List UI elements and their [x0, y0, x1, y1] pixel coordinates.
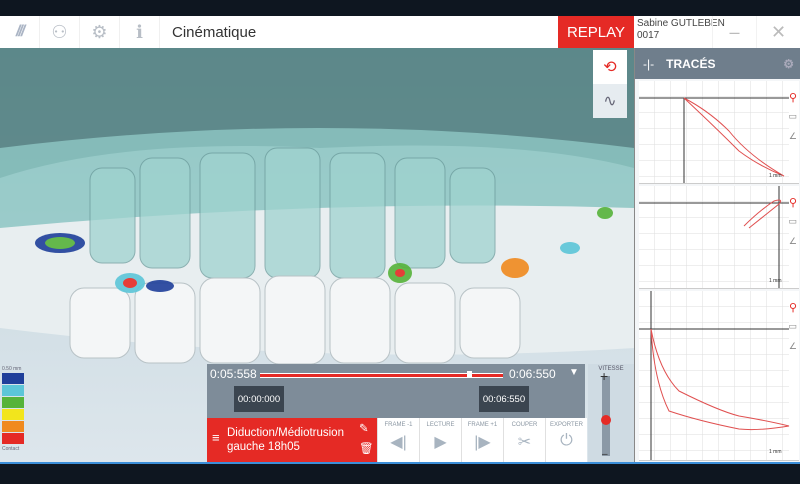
- trace-plot-2: [639, 186, 789, 288]
- scale-label: 1 mm: [769, 278, 782, 284]
- edit-icon[interactable]: ✎: [359, 423, 369, 435]
- top-bar: /// ⚇ ⚙ ℹ Cinématique REPLAY Sabine GUTL…: [0, 16, 800, 48]
- user-id: 0017: [637, 30, 660, 41]
- trace-graph-1[interactable]: ⚲ ▭ ∠ 1 mm: [639, 81, 799, 184]
- user-info: Sabine GUTLEBEN 0017: [637, 18, 725, 42]
- timeline-dropdown-icon[interactable]: ▼: [569, 367, 579, 378]
- legend-swatch: [2, 373, 24, 384]
- control-frame-1[interactable]: FRAME -1 ◀|: [377, 418, 419, 462]
- traces-title: TRACÉS: [666, 56, 716, 71]
- timeline-playhead[interactable]: [466, 371, 472, 377]
- control-couper[interactable]: COUPER ✂: [503, 418, 545, 462]
- speed-label: VITESSE: [598, 366, 624, 372]
- control-label: FRAME +1: [467, 422, 498, 428]
- speed-knob[interactable]: [601, 415, 611, 425]
- legend-bottom-label: Contact: [2, 446, 20, 452]
- control-icon: ◀|: [390, 434, 407, 451]
- clip-name-line1: Diduction/Médiotrusion: [227, 427, 344, 439]
- gear-icon[interactable]: ⚙: [80, 16, 120, 48]
- ruler-icon[interactable]: ▭: [788, 111, 797, 121]
- control-icon: ▶: [434, 434, 447, 451]
- time-start: 0:05:558: [210, 367, 257, 381]
- speed-slider[interactable]: VITESSE + –: [588, 364, 634, 462]
- wave-icon: ∿: [603, 93, 617, 110]
- control-frame-1[interactable]: FRAME +1 |▶: [461, 418, 503, 462]
- replay-button[interactable]: REPLAY: [558, 16, 634, 48]
- marker-start[interactable]: 00:00:000: [234, 386, 284, 412]
- gear-icon[interactable]: ⚙: [783, 56, 794, 71]
- control-lecture[interactable]: LECTURE ▶: [419, 418, 461, 462]
- menu-icon[interactable]: ≡: [212, 430, 220, 445]
- taskbar: [0, 462, 800, 484]
- timeline[interactable]: 0:05:558 0:06:550 ▼ 00:00:000 00:06:550: [207, 364, 585, 418]
- ruler-icon[interactable]: ▭: [788, 216, 797, 226]
- trace-graph-3[interactable]: ⚲ ▭ ∠ 1 mm: [639, 291, 799, 461]
- logo: ///: [0, 16, 40, 48]
- legend-swatch: [2, 397, 24, 408]
- scale-label: 1 mm: [769, 449, 782, 455]
- control-label: EXPORTER: [550, 422, 583, 428]
- trace-plot-3: [639, 291, 790, 460]
- trace-graph-2[interactable]: ⚲ ▭ ∠ 1 mm: [639, 186, 799, 289]
- angle-icon[interactable]: ∠: [788, 131, 797, 141]
- page-title: Cinématique: [172, 23, 257, 41]
- ruler-icon[interactable]: ▭: [788, 321, 797, 331]
- control-icon: ✂: [517, 434, 532, 451]
- trace-point-icon[interactable]: ⚲: [788, 197, 797, 209]
- clip-name-line2: gauche 18h05: [227, 441, 300, 453]
- curve-view-button[interactable]: ∿: [593, 84, 627, 118]
- speed-minus[interactable]: –: [602, 449, 608, 460]
- marker-end[interactable]: 00:06:550: [479, 386, 529, 412]
- control-label: COUPER: [511, 422, 538, 428]
- control-icon: |▶: [474, 434, 491, 451]
- clip-title[interactable]: ≡ Diduction/Médiotrusion gauche 18h05 ✎ …: [207, 418, 377, 462]
- traces-panel: -|- TRACÉS ⚙ ⚲ ▭ ∠ 1 mm ⚲ ▭ ∠ 1 mm ⚲ ▭ ∠ 1…: [634, 48, 800, 462]
- close-button[interactable]: ✕: [756, 16, 800, 48]
- trace-point-icon[interactable]: ⚲: [788, 92, 797, 104]
- user-name: Sabine GUTLEBEN: [637, 18, 725, 29]
- angle-icon[interactable]: ∠: [788, 341, 797, 351]
- trace-point-button[interactable]: ⟲: [593, 50, 627, 84]
- color-legend: 0.50 mm Contact: [2, 366, 24, 452]
- user-icon[interactable]: ⚇: [40, 16, 80, 48]
- dental-model-render: [0, 48, 634, 365]
- time-end: 0:06:550: [509, 367, 556, 381]
- legend-swatch: [2, 421, 24, 432]
- contact-heatmap: [35, 207, 613, 293]
- trace-point-icon[interactable]: ⚲: [788, 302, 797, 314]
- control-icon: ⏻: [560, 432, 573, 449]
- control-exporter[interactable]: EXPORTER ⏻: [545, 418, 587, 462]
- speed-plus[interactable]: +: [600, 368, 609, 384]
- crosshair-icon: -|-: [643, 56, 655, 71]
- legend-swatch: [2, 409, 24, 420]
- legend-swatch: [2, 433, 24, 444]
- timeline-track[interactable]: [260, 373, 503, 378]
- info-icon[interactable]: ℹ: [120, 16, 160, 48]
- legend-top-label: 0.50 mm: [2, 366, 22, 372]
- minimize-button[interactable]: –: [712, 16, 756, 48]
- control-label: FRAME -1: [384, 422, 413, 428]
- 3d-viewport[interactable]: ⟲ ∿ 0.50 mm Contact: [0, 48, 634, 462]
- scale-label: 1 mm: [769, 173, 782, 179]
- angle-icon[interactable]: ∠: [788, 236, 797, 246]
- legend-swatch: [2, 385, 24, 396]
- delete-icon[interactable]: 🗑: [359, 443, 374, 455]
- trace-plot-1: [639, 81, 789, 183]
- traces-header: -|- TRACÉS ⚙: [635, 48, 800, 79]
- location-icon: ⟲: [603, 59, 617, 76]
- control-label: LECTURE: [426, 422, 455, 428]
